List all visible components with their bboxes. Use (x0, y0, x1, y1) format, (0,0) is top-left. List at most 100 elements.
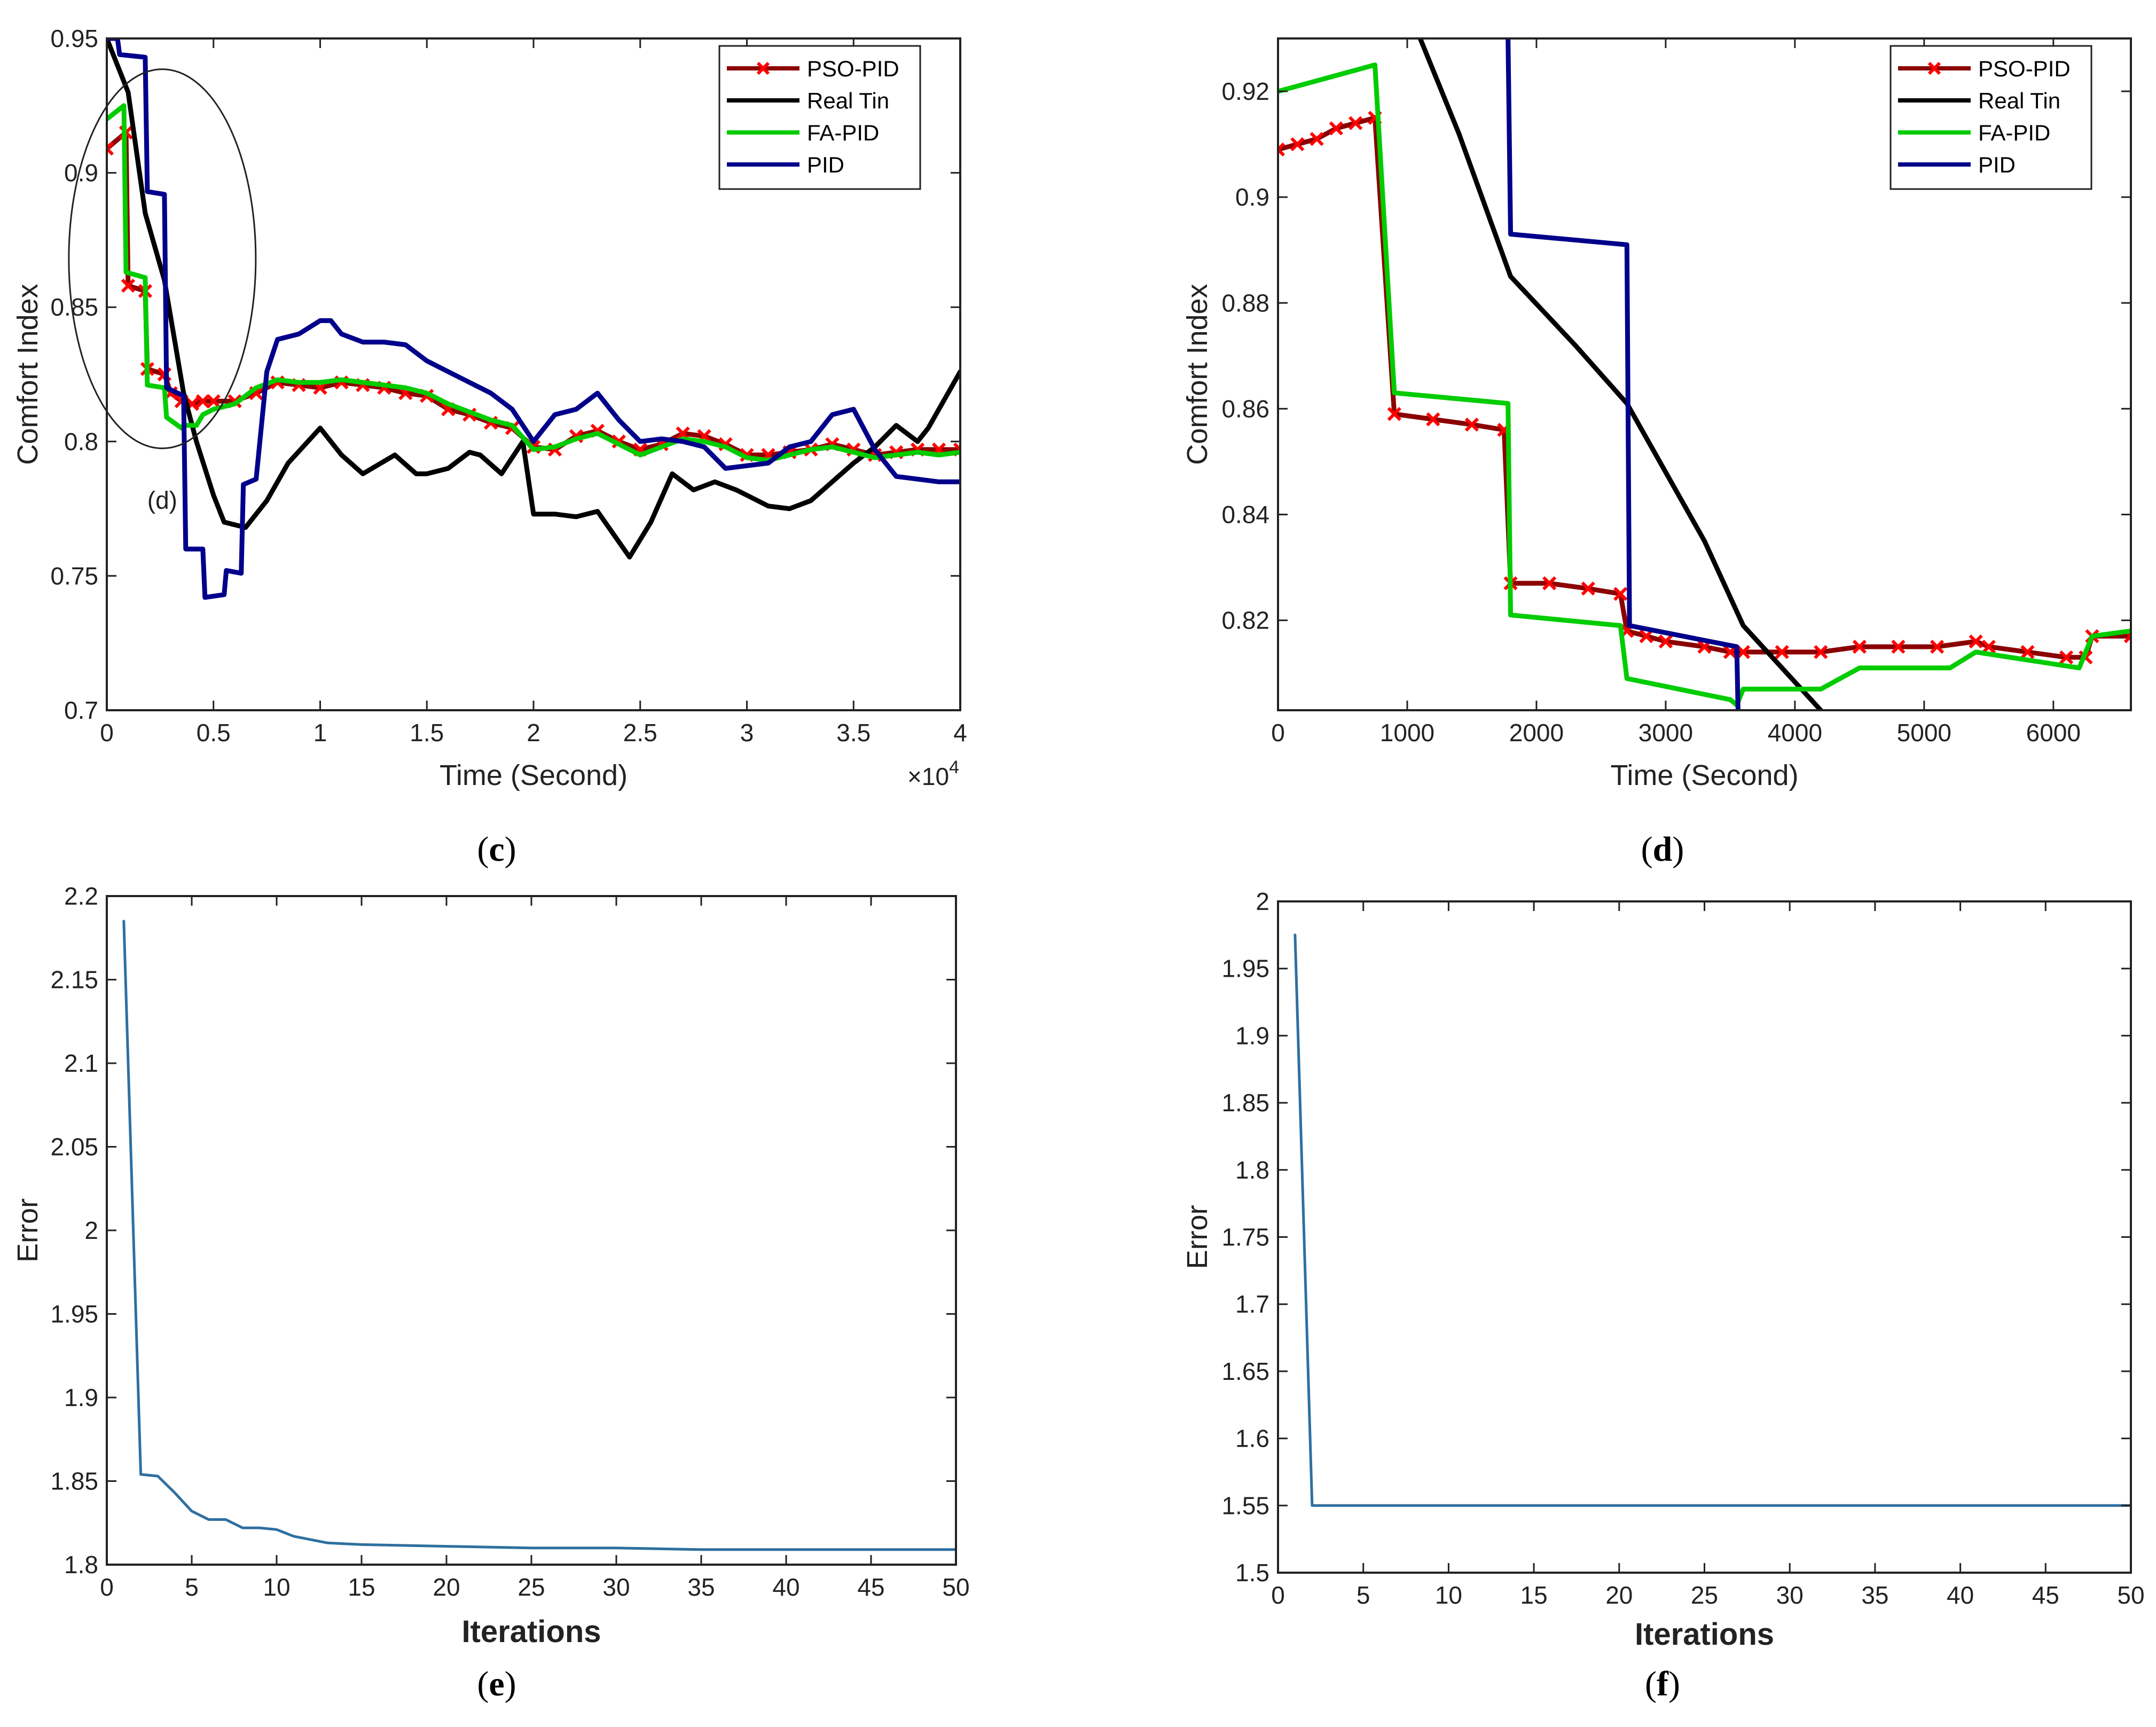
chart-panel-c: 0 0.5 1 1.5 2 2.5 3 3.5 40.70.750.80.850.90.95Ti… (12, 25, 967, 869)
x-axis-label: Iterations (461, 1614, 601, 1649)
legend: PSO-PID Real Tin FA-PID PID (718, 45, 921, 190)
x-axis-multiplier: ×104 (907, 757, 959, 790)
data-point-marker (1329, 121, 1344, 136)
axes-frame (1277, 37, 2132, 711)
marker-stroke (1290, 137, 1305, 152)
data-point-marker (1658, 634, 1673, 649)
marker-stroke (1775, 645, 1789, 660)
x-tick-label: 35 (1861, 1581, 1888, 1609)
y-tick-label: 1.85 (50, 1467, 98, 1495)
y-tick-label: 1.6 (1235, 1425, 1269, 1453)
x-tick-label: 3.5 (836, 719, 871, 747)
series-line-convergence (1293, 933, 2131, 1507)
caption-letter: d (1653, 830, 1673, 869)
marker-stroke (462, 407, 477, 422)
y-tick-label: 1.65 (1221, 1357, 1269, 1385)
legend-label: FA-PID (807, 120, 879, 145)
legend-label: PSO-PID (807, 56, 899, 81)
y-tick-label: 2.15 (50, 966, 98, 994)
y-tick-label: 1.95 (1221, 955, 1269, 983)
y-axis-label: Comfort Index (1181, 284, 1213, 465)
data-point-marker (1426, 412, 1440, 427)
panel-caption: (f) (1645, 1665, 1680, 1704)
data-point-marker (1581, 582, 1595, 596)
marker-stroke (1542, 576, 1557, 591)
series-line-real-tin (1417, 38, 1823, 710)
x-tick-label: 3000 (1638, 719, 1693, 747)
marker-stroke (107, 142, 114, 151)
y-tick-label: 2.05 (50, 1133, 98, 1161)
y-tick-label: 0.7 (64, 696, 98, 724)
legend-label: Real Tin (807, 88, 889, 113)
y-tick-label: 1.8 (64, 1551, 98, 1579)
caption-letter: c (489, 830, 504, 869)
data-point-marker (107, 142, 114, 156)
legend-item: PID (1898, 152, 2016, 177)
y-tick-label: 1.85 (1221, 1089, 1269, 1117)
y-tick-label: 0.84 (1221, 500, 1269, 528)
x-tick-label: 10 (1435, 1581, 1462, 1609)
series-group (107, 38, 960, 600)
x-tick-label: 4000 (1768, 719, 1822, 747)
legend-item: Real Tin (727, 88, 889, 113)
data-point-marker (1969, 634, 1983, 649)
data-point-marker (2059, 650, 2074, 665)
caption-paren: ) (505, 1665, 516, 1704)
x-tick-label: 15 (348, 1573, 375, 1601)
legend-item: PSO-PID (727, 56, 899, 81)
chart-panel-e: 0 5 10 15 20 25 30 35 40 45 50 1.8 1.85 1.9 1.95 2 2.05 2… (12, 882, 970, 1704)
x-tick-label: 3 (740, 719, 754, 747)
x-tick-label: 40 (772, 1573, 799, 1601)
marker-stroke (1814, 645, 1828, 660)
x-tick-label: 25 (518, 1573, 545, 1601)
marker-stroke (1658, 634, 1673, 649)
legend-label: PID (807, 152, 844, 177)
data-point-marker (1349, 116, 1363, 130)
caption-paren: ) (1668, 1665, 1680, 1704)
panel-caption: (c) (477, 830, 516, 869)
marker-stroke (1349, 116, 1363, 130)
data-point-marker (1814, 645, 1828, 660)
data-point-marker (1775, 645, 1789, 660)
legend-label: Real Tin (1978, 88, 2060, 113)
legend-label: PID (1978, 152, 2016, 177)
legend-marker (1927, 61, 1941, 75)
x-tick-label: 50 (942, 1573, 969, 1601)
x-axis-label: Time (Second) (1610, 759, 1798, 791)
caption-paren: ( (477, 1665, 489, 1704)
x-tick-label: 30 (1776, 1581, 1804, 1609)
legend: PSO-PID Real Tin FA-PID PID (1890, 45, 2092, 190)
marker-stroke (1930, 640, 1945, 654)
caption-paren: ) (1672, 830, 1684, 869)
panel-caption: (d) (1641, 830, 1684, 869)
data-point-marker (1310, 132, 1324, 146)
caption-paren: ( (1641, 830, 1653, 869)
marker-stroke (121, 278, 136, 293)
marker-stroke (1278, 147, 1285, 157)
multiplier-exponent: 4 (949, 757, 959, 778)
x-tick-label: 20 (433, 1573, 460, 1601)
caption-paren: ( (477, 830, 489, 869)
marker-stroke (1891, 640, 1906, 654)
data-point-marker (1613, 586, 1628, 601)
y-tick-label: 1.75 (1221, 1223, 1269, 1251)
marker-stroke (249, 386, 263, 401)
data-point-marker (1891, 640, 1906, 654)
y-tick-label: 1.95 (50, 1300, 98, 1328)
marker-stroke (2059, 650, 2074, 665)
x-tick-label: 2 (527, 719, 540, 747)
y-tick-label: 2.1 (64, 1049, 98, 1077)
x-tick-label: 10 (263, 1573, 290, 1601)
marker-stroke (1426, 412, 1440, 427)
chart-panel-f: 0 5 10 15 20 25 30 35 40 45 50 1.5 1.55 1.6 1.65 1.7 1.7… (1181, 888, 2145, 1704)
marker-stroke (953, 442, 960, 452)
marker-stroke (1310, 132, 1324, 146)
x-tick-label: 1.5 (410, 719, 444, 747)
data-point-marker (195, 394, 210, 409)
legend-label: FA-PID (1978, 120, 2050, 145)
multiplier-base: ×10 (907, 763, 949, 790)
y-tick-label: 0.86 (1221, 395, 1269, 422)
y-tick-label: 1.9 (1235, 1022, 1269, 1049)
data-point-marker (1278, 142, 1285, 157)
